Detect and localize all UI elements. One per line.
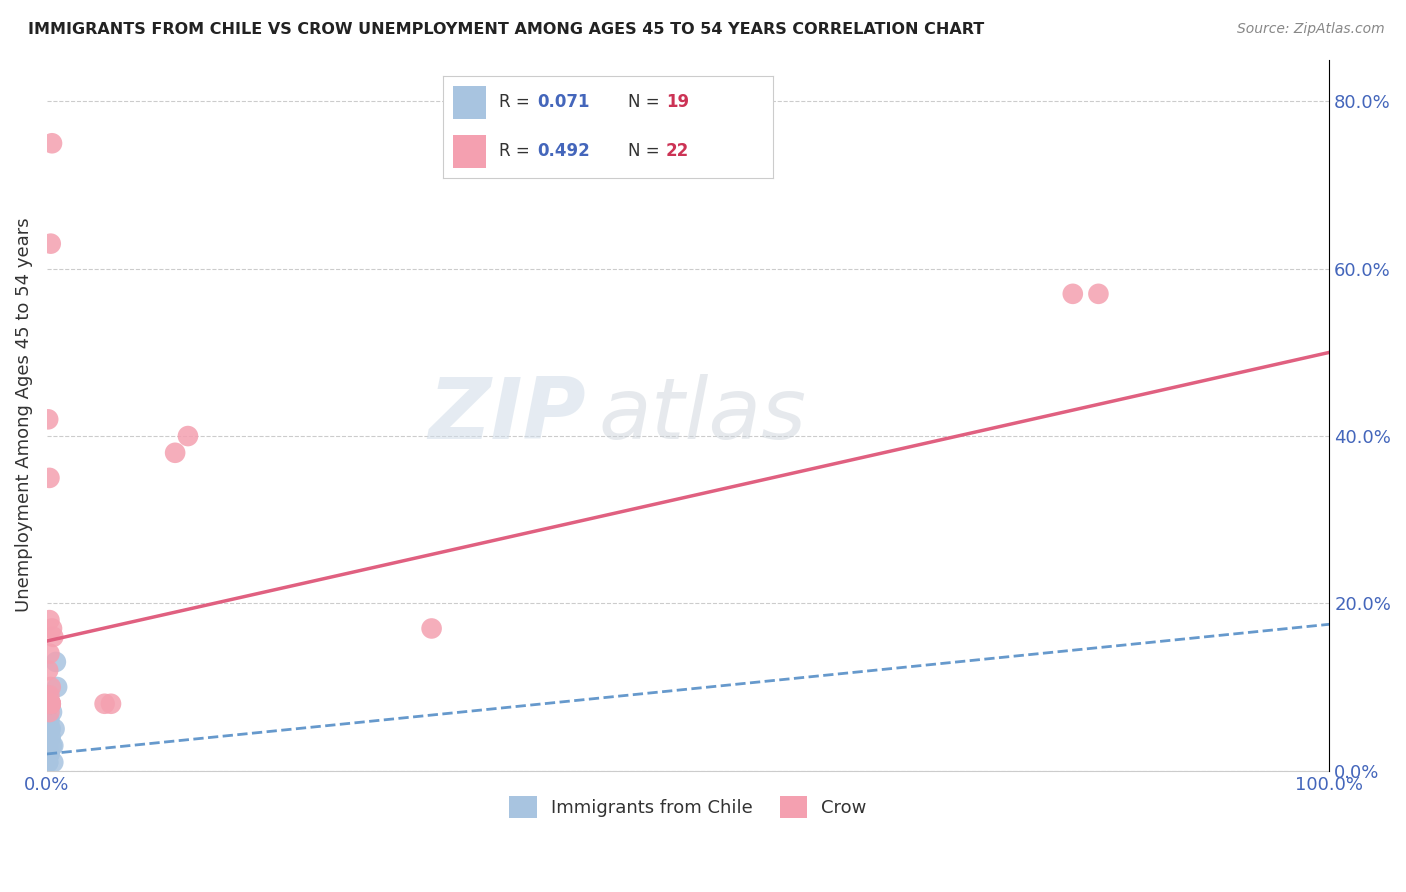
Point (37, 663, 59, 677)
Point (44, 722, 66, 736)
Point (41, 136, 63, 151)
Point (38, 722, 60, 736)
Point (41, 705, 63, 719)
Point (38, 471, 60, 485)
Text: IMMIGRANTS FROM CHILE VS CROW UNEMPLOYMENT AMONG AGES 45 TO 54 YEARS CORRELATION: IMMIGRANTS FROM CHILE VS CROW UNEMPLOYME… (28, 22, 984, 37)
Point (37, 412, 59, 426)
Point (41, 622, 63, 636)
Point (41, 739, 63, 753)
Point (42, 630, 65, 644)
Point (39, 722, 62, 736)
Point (39, 697, 62, 711)
Text: atlas: atlas (599, 374, 806, 457)
Point (1062, 286, 1084, 301)
Point (39, 730, 62, 744)
Point (38, 613, 60, 627)
Point (45, 655, 67, 669)
Point (39, 697, 62, 711)
Point (38, 714, 60, 728)
Point (38, 689, 60, 703)
Text: 22: 22 (666, 142, 689, 161)
Y-axis label: Unemployment Among Ages 45 to 54 years: Unemployment Among Ages 45 to 54 years (15, 218, 32, 613)
Point (38, 705, 60, 719)
Bar (453, 136, 486, 168)
Text: 0.071: 0.071 (537, 93, 589, 111)
Text: N =: N = (628, 93, 665, 111)
Point (39, 680, 62, 694)
Point (46, 680, 69, 694)
Text: N =: N = (628, 142, 665, 161)
Point (39, 236, 62, 251)
Point (38, 747, 60, 761)
Point (38, 647, 60, 661)
Point (37, 689, 59, 703)
Text: R =: R = (499, 93, 536, 111)
Text: Source: ZipAtlas.com: Source: ZipAtlas.com (1237, 22, 1385, 37)
Point (1087, 286, 1109, 301)
Point (165, 446, 187, 460)
Text: 19: 19 (666, 93, 689, 111)
Point (39, 697, 62, 711)
Point (177, 429, 200, 443)
Point (37, 747, 59, 761)
Bar (453, 87, 486, 119)
Point (37, 756, 59, 770)
Legend: Immigrants from Chile, Crow: Immigrants from Chile, Crow (502, 789, 875, 826)
Point (420, 622, 443, 636)
Point (42, 739, 65, 753)
Text: R =: R = (499, 142, 536, 161)
Point (42, 756, 65, 770)
Point (93, 697, 115, 711)
Text: 0.492: 0.492 (537, 142, 589, 161)
Point (39, 697, 62, 711)
Point (38, 747, 60, 761)
Text: ZIP: ZIP (427, 374, 585, 457)
Point (37, 739, 59, 753)
Point (100, 697, 122, 711)
Point (37, 756, 59, 770)
